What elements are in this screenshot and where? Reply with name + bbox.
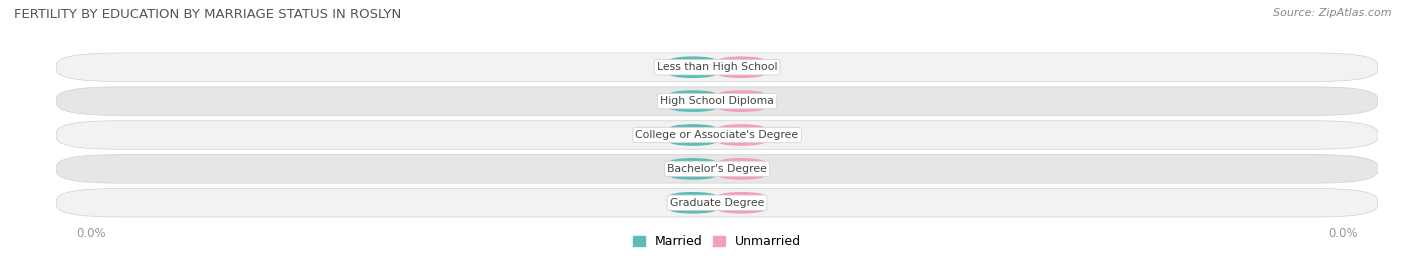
Text: 0.0%: 0.0% [727, 164, 756, 174]
Text: Bachelor's Degree: Bachelor's Degree [666, 164, 768, 174]
Text: 0.0%: 0.0% [727, 62, 756, 72]
FancyBboxPatch shape [668, 124, 717, 146]
FancyBboxPatch shape [717, 192, 766, 214]
FancyBboxPatch shape [668, 56, 717, 78]
FancyBboxPatch shape [668, 192, 717, 214]
Text: FERTILITY BY EDUCATION BY MARRIAGE STATUS IN ROSLYN: FERTILITY BY EDUCATION BY MARRIAGE STATU… [14, 8, 401, 21]
FancyBboxPatch shape [56, 155, 1378, 183]
FancyBboxPatch shape [717, 158, 766, 180]
FancyBboxPatch shape [56, 87, 1378, 115]
FancyBboxPatch shape [717, 56, 766, 78]
Text: 0.0%: 0.0% [678, 198, 707, 208]
Text: 0.0%: 0.0% [727, 198, 756, 208]
FancyBboxPatch shape [717, 124, 766, 146]
Legend: Married, Unmarried: Married, Unmarried [627, 230, 807, 253]
FancyBboxPatch shape [668, 158, 717, 180]
FancyBboxPatch shape [717, 90, 766, 112]
Text: Source: ZipAtlas.com: Source: ZipAtlas.com [1274, 8, 1392, 18]
Text: 0.0%: 0.0% [678, 96, 707, 106]
Text: 0.0%: 0.0% [678, 130, 707, 140]
FancyBboxPatch shape [56, 121, 1378, 149]
Text: Less than High School: Less than High School [657, 62, 778, 72]
FancyBboxPatch shape [668, 90, 717, 112]
Text: 0.0%: 0.0% [727, 96, 756, 106]
Text: Graduate Degree: Graduate Degree [669, 198, 765, 208]
Text: 0.0%: 0.0% [727, 130, 756, 140]
Text: 0.0%: 0.0% [678, 62, 707, 72]
Text: 0.0%: 0.0% [678, 164, 707, 174]
Text: High School Diploma: High School Diploma [661, 96, 773, 106]
FancyBboxPatch shape [56, 53, 1378, 82]
FancyBboxPatch shape [56, 188, 1378, 217]
Text: College or Associate's Degree: College or Associate's Degree [636, 130, 799, 140]
